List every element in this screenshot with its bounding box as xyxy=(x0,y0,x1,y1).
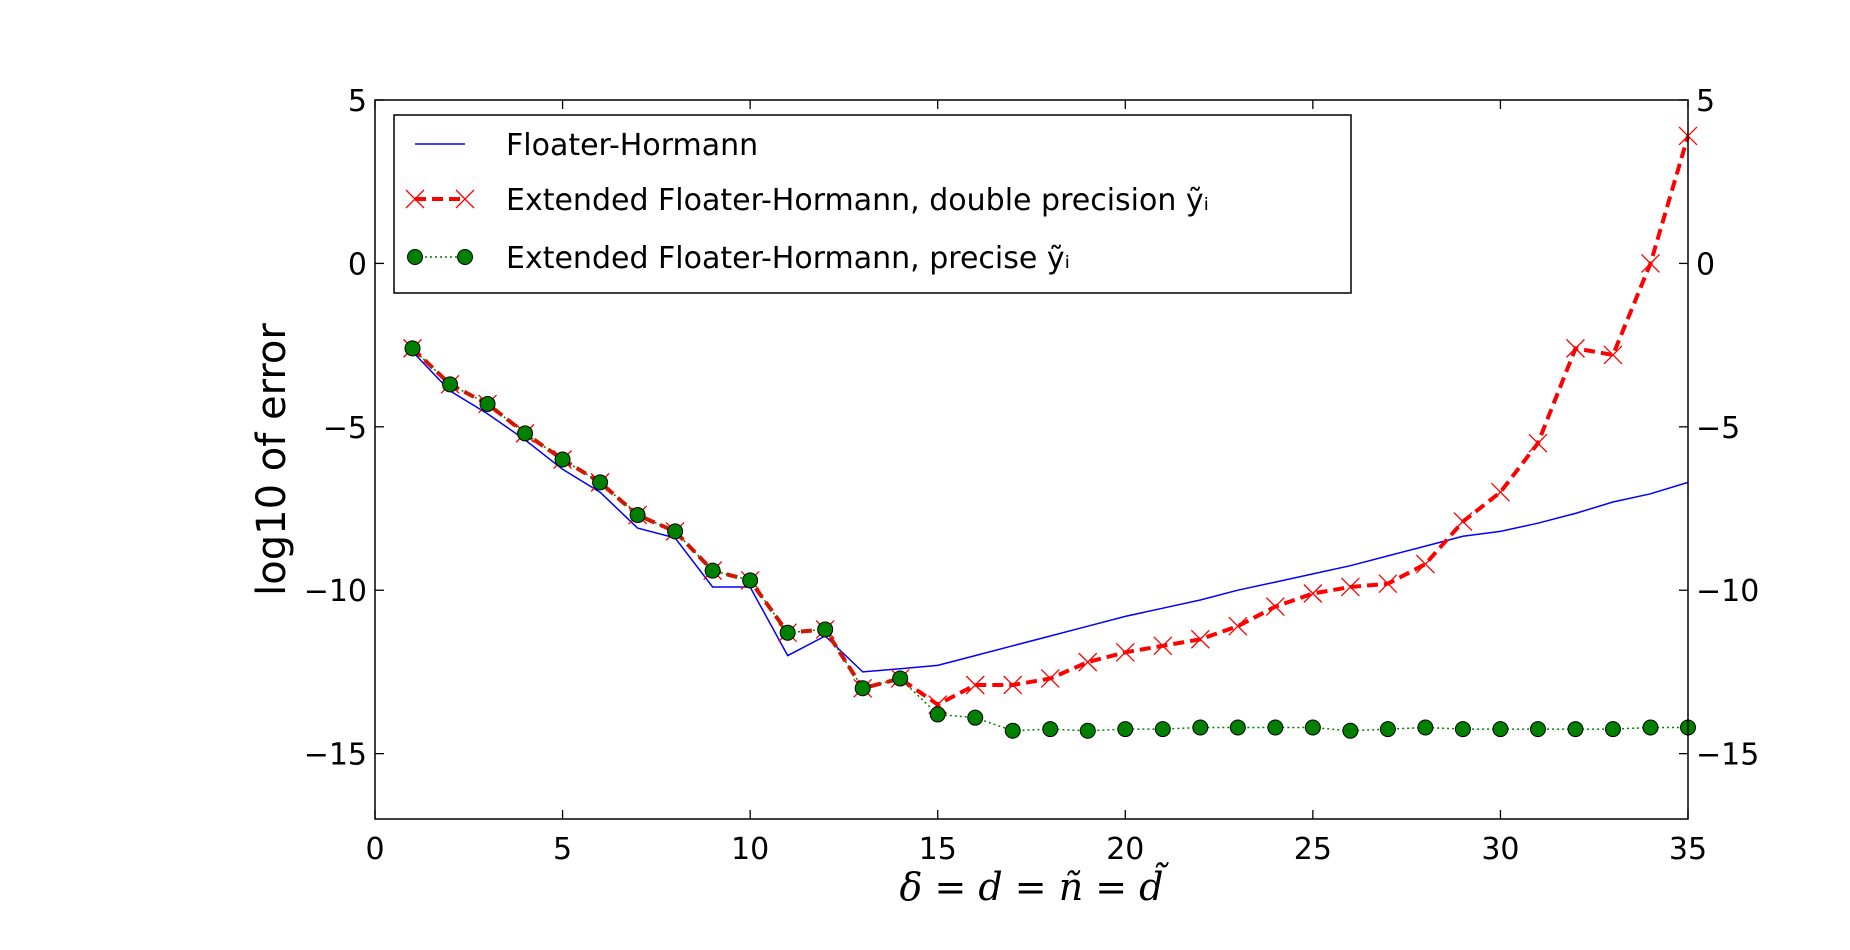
legend-marker xyxy=(455,189,475,209)
data-point xyxy=(1304,719,1321,736)
data-point xyxy=(1267,719,1284,736)
x-tick-label: 25 xyxy=(1294,832,1332,867)
legend-label: Floater-Hormann xyxy=(506,128,758,163)
data-point xyxy=(404,340,421,357)
data-point xyxy=(1115,642,1135,662)
data-point xyxy=(965,675,985,695)
data-point xyxy=(1042,721,1059,738)
data-point xyxy=(1079,722,1096,739)
data-point xyxy=(1153,636,1173,656)
data-point xyxy=(554,451,571,468)
data-point xyxy=(1117,721,1134,738)
data-point xyxy=(1154,721,1171,738)
data-point xyxy=(1528,433,1548,453)
data-point xyxy=(1340,577,1360,597)
data-point xyxy=(1492,721,1509,738)
data-point xyxy=(1078,652,1098,672)
data-point xyxy=(779,624,796,641)
x-tick-label: 15 xyxy=(919,832,957,867)
y-axis-label: log10 of error xyxy=(249,323,295,596)
data-point xyxy=(1454,721,1471,738)
y-tick-label: −5 xyxy=(323,411,367,446)
y-tick-label: 0 xyxy=(348,247,367,282)
data-point xyxy=(1190,629,1210,649)
data-point xyxy=(1192,719,1209,736)
data-point xyxy=(1567,721,1584,738)
legend-marker xyxy=(405,189,425,209)
data-point xyxy=(1229,719,1246,736)
data-point xyxy=(1604,721,1621,738)
data-point xyxy=(1342,722,1359,739)
y-tick-label-right: 5 xyxy=(1696,84,1715,119)
data-point xyxy=(1378,574,1398,594)
y-tick-label-right: 0 xyxy=(1696,247,1715,282)
series-layer xyxy=(403,126,1698,739)
data-point xyxy=(1415,554,1435,574)
x-tick-label: 0 xyxy=(365,832,384,867)
data-point xyxy=(1603,345,1623,365)
legend-marker xyxy=(407,249,423,265)
data-point xyxy=(1303,584,1323,603)
data-point xyxy=(1642,719,1659,736)
x-tick-label: 5 xyxy=(553,832,572,867)
x-tick-label: 30 xyxy=(1481,832,1519,867)
y-tick-label: 5 xyxy=(348,84,367,119)
data-point xyxy=(1004,722,1021,739)
legend-label: Extended Floater-Hormann, double precisi… xyxy=(506,183,1209,218)
x-tick-label: 35 xyxy=(1669,832,1707,867)
x-tick-label: 10 xyxy=(731,832,769,867)
legend: Floater-Hormann Extended Floater-Hormann,… xyxy=(393,114,1352,294)
x-tick-label: 20 xyxy=(1106,832,1144,867)
plot-frame xyxy=(374,99,1689,820)
data-point xyxy=(517,425,534,442)
series-3 xyxy=(404,340,1696,739)
data-point xyxy=(1379,721,1396,738)
y-tick-label-right: −10 xyxy=(1696,574,1759,609)
x-axis-label: δ = d = ñ = d̃ xyxy=(900,862,1169,909)
data-point xyxy=(1566,338,1585,358)
data-point xyxy=(442,376,459,393)
y-tick-label-right: −15 xyxy=(1696,738,1759,773)
data-point xyxy=(592,474,609,491)
legend-label: Extended Floater-Hormann, precise ỹᵢ xyxy=(506,241,1070,276)
data-point xyxy=(854,680,871,697)
y-tick-label: −15 xyxy=(304,738,367,773)
ticks-layer: 0 5 10 15 20 25 30 35 5 5 0 0 −5 −5 −10 −10 −15 −15 xyxy=(304,84,1760,867)
legend-marker xyxy=(457,249,473,265)
data-point xyxy=(1417,719,1434,736)
y-tick-label-right: −5 xyxy=(1696,411,1740,446)
data-point xyxy=(892,670,909,687)
data-point xyxy=(742,572,759,589)
series-1 xyxy=(411,351,1689,673)
data-point xyxy=(1529,721,1546,738)
data-point xyxy=(1453,512,1473,532)
data-point xyxy=(929,706,946,723)
data-point xyxy=(479,395,496,412)
data-point xyxy=(1228,616,1248,636)
data-point xyxy=(817,621,834,638)
data-point xyxy=(629,507,646,524)
data-point xyxy=(1040,669,1060,688)
data-point xyxy=(1003,675,1023,695)
data-point xyxy=(704,562,721,579)
legend-box xyxy=(393,114,1352,294)
data-point xyxy=(1641,253,1660,273)
y-tick-label: −10 xyxy=(304,574,367,609)
data-point xyxy=(967,709,984,726)
data-point xyxy=(667,523,684,540)
series-line xyxy=(411,351,1689,673)
data-point xyxy=(1490,482,1510,502)
data-point xyxy=(1265,597,1285,617)
